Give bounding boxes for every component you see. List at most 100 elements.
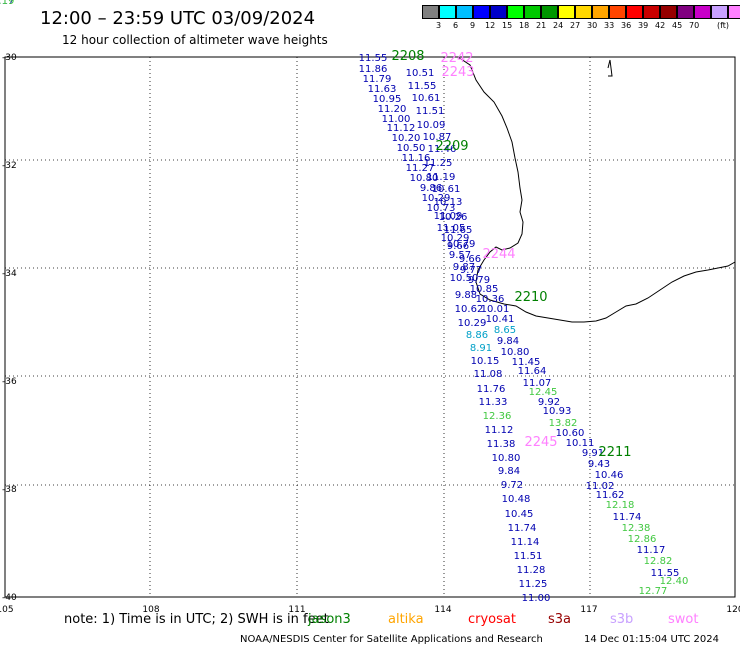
wave-height-reading: 10.41	[486, 314, 515, 325]
page-subtitle: 12 hour collection of altimeter wave hei…	[62, 33, 328, 47]
pass-id-label: 2209	[435, 139, 468, 154]
wave-height-reading: 13.82	[549, 418, 578, 429]
legend-label: 6	[453, 21, 459, 30]
lat-tick-label: -40	[2, 593, 17, 603]
wave-height-reading: 9.66	[447, 241, 469, 252]
legend-unit: (ft)	[717, 21, 730, 30]
wave-height-reading: 12.38	[622, 523, 651, 534]
wave-height-reading: 11.20	[378, 104, 407, 115]
wave-height-reading: 10.93	[543, 406, 572, 417]
wave-height-reading: 11.00	[382, 114, 411, 125]
coastline	[457, 56, 736, 323]
wave-height-reading: 11.14	[511, 537, 540, 548]
satellite-legend-item: s3a	[548, 612, 572, 627]
wave-height-reading: 9.86	[420, 183, 442, 194]
lon-tick-label: 105	[0, 605, 14, 615]
pass-id-label: 2211	[598, 445, 631, 460]
legend-swatch	[609, 5, 626, 19]
page-title: 12:00 – 23:59 UTC 03/09/2024	[40, 8, 316, 29]
wave-height-reading: 12.18	[606, 500, 635, 511]
note-text: note: 1) Time is in UTC; 2) SWH is in fe…	[64, 612, 329, 627]
legend-label: 21	[536, 21, 547, 30]
legend-swatch	[711, 5, 728, 19]
lon-tick-label: 117	[580, 605, 597, 615]
legend-label: 24	[553, 21, 564, 30]
wave-height-reading: 10.87	[423, 132, 452, 143]
wave-height-reading: 10.85	[470, 284, 499, 295]
wave-height-reading: 11.19	[427, 172, 456, 183]
legend-swatch	[643, 5, 660, 19]
wave-height-reading: 10.29	[422, 193, 451, 204]
legend-label: 3	[436, 21, 442, 30]
wave-height-reading: 11.09	[434, 211, 463, 222]
credit-text: NOAA/NESDIS Center for Satellite Applica…	[240, 634, 543, 645]
pass-id-label: 2210	[514, 290, 547, 305]
wave-height-reading: 12.45	[529, 387, 558, 398]
legend-swatch	[677, 5, 694, 19]
wave-height-reading: 9.87	[453, 262, 475, 273]
wave-height-reading: 11.16	[402, 153, 431, 164]
wave-height-reading: 10.79	[447, 239, 476, 250]
pass-id-label: 2242	[440, 51, 473, 66]
legend-label: 42	[655, 21, 666, 30]
wave-height-reading: 10.01	[481, 304, 510, 315]
wave-height-reading: 11.27	[406, 163, 435, 174]
lat-tick-label: -32	[2, 161, 17, 171]
island-outline	[607, 59, 613, 77]
wave-height-reading: 9.77	[460, 265, 482, 276]
wave-height-reading: 11.17	[637, 545, 666, 556]
legend-swatch	[473, 5, 490, 19]
wave-height-reading: 11.45	[512, 357, 541, 368]
legend-swatch	[456, 5, 473, 19]
timestamp-text: 14 Dec 01:15:04 UTC 2024	[584, 634, 719, 645]
wave-height-reading: 10.36	[476, 294, 505, 305]
wave-height-reading: 10.13	[434, 197, 463, 208]
legend-swatch	[575, 5, 592, 19]
wave-height-reading: 11.55	[651, 568, 680, 579]
satellite-legend-item: swot	[668, 612, 699, 627]
satellite-legend-item: altika	[388, 612, 424, 627]
wave-height-reading: 10.61	[412, 93, 441, 104]
wave-height-reading: 9.84	[497, 336, 519, 347]
wave-height-reading: 10.61	[432, 184, 461, 195]
legend-label: 15	[502, 21, 513, 30]
lon-tick-label: 114	[434, 605, 451, 615]
wave-height-reading: 10.20	[392, 133, 421, 144]
wave-height-reading: 9.57	[449, 250, 471, 261]
wave-height-reading: 11.17	[0, 0, 14, 7]
legend-label: 70	[689, 21, 700, 30]
legend-label: 18	[519, 21, 530, 30]
lat-tick-label: -38	[2, 485, 17, 495]
legend-swatch	[490, 5, 507, 19]
wave-height-reading: 10.80	[492, 453, 521, 464]
wave-height-reading: 11.38	[487, 439, 516, 450]
wave-height-reading: 11.12	[485, 425, 514, 436]
satellite-legend-item: jason3	[308, 612, 351, 627]
wave-height-reading: 12.40	[660, 576, 689, 587]
wave-height-reading: 12.19	[0, 0, 14, 7]
legend-label: 9	[470, 21, 476, 30]
wave-height-reading: 10.60	[556, 428, 585, 439]
legend-swatch	[422, 5, 439, 19]
lon-tick-label: 111	[288, 605, 305, 615]
satellite-legend-item: cryosat	[468, 612, 516, 627]
wave-height-reading: 11.33	[479, 397, 508, 408]
wave-height-reading: 11.76	[477, 384, 506, 395]
wave-height-reading: 9.88	[455, 290, 477, 301]
lat-tick-label: -30	[2, 53, 17, 63]
legend-label: 27	[570, 21, 581, 30]
wave-height-reading: 10.50	[397, 143, 426, 154]
wave-height-reading: 9.84	[498, 466, 520, 477]
wave-height-reading: 12.36	[483, 411, 512, 422]
legend-swatch	[524, 5, 541, 19]
wave-height-reading: 11.12	[387, 123, 416, 134]
wave-height-reading: 10.51	[406, 68, 435, 79]
legend-swatch	[541, 5, 558, 19]
wave-height-reading: 10.73	[427, 203, 456, 214]
wave-height-reading: 11.51	[416, 106, 445, 117]
wave-height-reading: 10.11	[566, 438, 595, 449]
wave-height-reading: 11.64	[518, 366, 547, 377]
wave-height-reading: 8.65	[494, 325, 516, 336]
wave-height-reading: 9.79	[468, 275, 490, 286]
